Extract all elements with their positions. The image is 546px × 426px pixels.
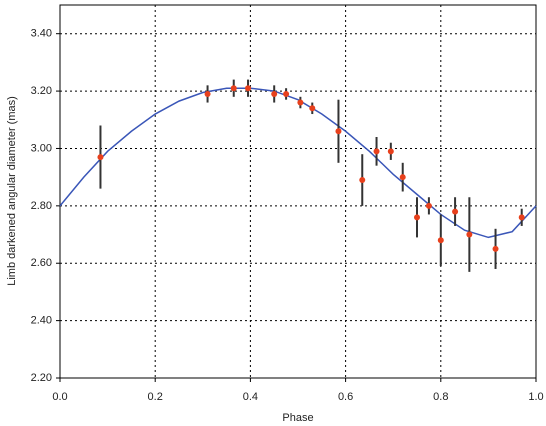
data-point [230, 85, 237, 92]
data-point [387, 148, 394, 155]
y-axis-label: Limb darkened angular diameter (mas) [6, 96, 18, 286]
data-point [414, 214, 420, 221]
data-point [204, 90, 211, 97]
x-tick-label: 0.2 [148, 391, 163, 403]
data-point [271, 90, 278, 97]
plot-frame [59, 4, 537, 379]
x-tick-label: 0.6 [338, 391, 353, 403]
y-tick-label: 3.40 [31, 28, 52, 40]
data-point [399, 174, 406, 181]
x-tick-label: 1.0 [528, 391, 543, 403]
y-tick-label: 2.40 [31, 315, 52, 327]
fit-curve [59, 87, 537, 239]
data-point [97, 154, 104, 161]
data-point [309, 105, 316, 112]
x-axis-label: Phase [282, 412, 313, 424]
data-point [452, 208, 459, 215]
data-point [492, 245, 499, 252]
data-point [425, 202, 432, 209]
data-point [297, 99, 304, 106]
data-point [373, 148, 380, 155]
y-tick-label: 2.20 [31, 372, 52, 384]
x-tick-label: 0.0 [52, 391, 67, 403]
y-tick-label: 3.20 [31, 85, 52, 97]
x-tick-label: 0.4 [243, 391, 258, 403]
data-point [466, 231, 473, 238]
data-point [335, 128, 342, 135]
data-point [283, 90, 290, 97]
data-point [245, 85, 252, 92]
data-point [518, 214, 525, 221]
x-tick-label: 0.8 [433, 391, 448, 403]
data-point [359, 177, 366, 184]
y-tick-label: 2.60 [31, 257, 52, 269]
data-point [437, 237, 444, 244]
y-tick-label: 2.80 [31, 200, 52, 212]
y-tick-label: 3.00 [31, 142, 52, 154]
